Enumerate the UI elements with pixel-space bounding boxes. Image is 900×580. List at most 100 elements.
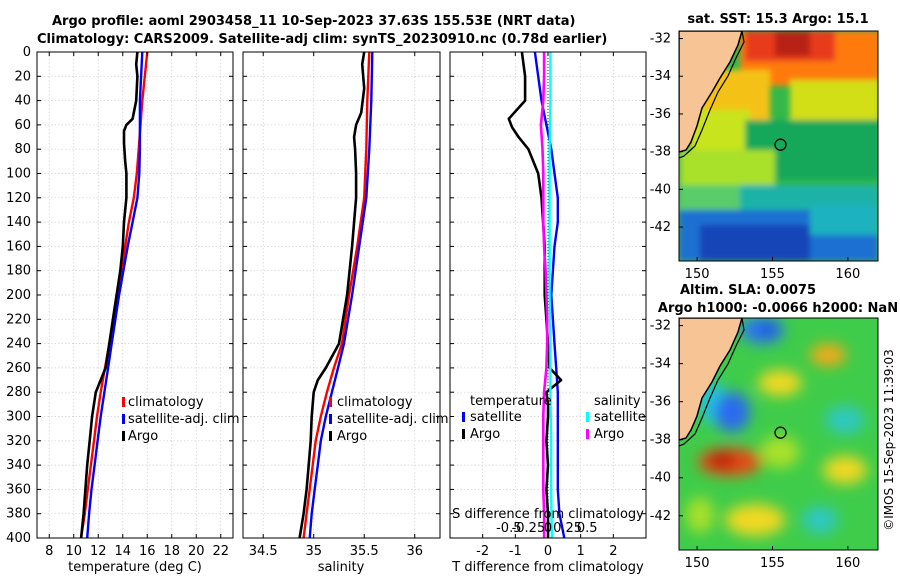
difference-top-label: S difference from climatology bbox=[452, 507, 644, 522]
y-tick-label: 220 bbox=[6, 312, 31, 327]
temperature-grid bbox=[37, 51, 233, 539]
map-y-tick-label: -32 bbox=[650, 32, 671, 47]
map-y-tick-label: -34 bbox=[650, 357, 671, 372]
legend-t-argo-label: Argo bbox=[470, 427, 500, 442]
sst-argo-position-marker bbox=[774, 138, 787, 151]
temperature-panel: 0 20 40 60 80 100 120 140 160 180 200 220 240 260 280 3… bbox=[6, 45, 239, 575]
sla-argo-position-marker bbox=[774, 426, 787, 439]
legend-argo-swatch bbox=[329, 431, 332, 441]
legend-satellite-label: satellite-adj. clim bbox=[337, 412, 449, 427]
map-y-tick-label: -40 bbox=[650, 471, 671, 486]
x-tick-label: 12 bbox=[90, 544, 107, 559]
legend-satellite-swatch bbox=[122, 414, 125, 424]
map-y-tick-label: -38 bbox=[650, 433, 671, 448]
x-tick-label: 10 bbox=[65, 544, 82, 559]
y-tick-label: 280 bbox=[6, 385, 31, 400]
legend-climatology-swatch bbox=[122, 397, 125, 407]
temperature-xlabel: temperature (deg C) bbox=[68, 560, 202, 575]
legend-salinity-heading: salinity bbox=[594, 394, 641, 409]
legend-argo-label: Argo bbox=[128, 429, 158, 444]
salinity-xlabel: salinity bbox=[318, 560, 365, 575]
y-tick-label: 100 bbox=[6, 167, 31, 182]
y-tick-label: 120 bbox=[6, 191, 31, 206]
y-tick-label: 80 bbox=[14, 142, 31, 157]
difference-legend-salinity: salinity satellite Argo bbox=[586, 394, 646, 442]
legend-climatology-label: climatology bbox=[337, 395, 413, 410]
y-tick-label: 380 bbox=[6, 507, 31, 522]
series-line-t-satellite bbox=[533, 51, 566, 539]
x-tick-label: 2 bbox=[609, 544, 617, 559]
y-tick-label: 180 bbox=[6, 264, 31, 279]
map-y-tick-label: -32 bbox=[650, 319, 671, 334]
series-line-satellite-adj-clim bbox=[86, 51, 144, 539]
map-y-tick-label: -42 bbox=[650, 509, 671, 524]
y-tick-label: 20 bbox=[14, 69, 31, 84]
x-tick-label: 18 bbox=[163, 544, 180, 559]
x-tick-label: -1 bbox=[509, 544, 522, 559]
sla-coastline bbox=[679, 318, 743, 441]
legend-t-satellite-swatch bbox=[462, 412, 465, 422]
x-tick-label: 22 bbox=[212, 544, 229, 559]
map-x-tick-label: 150 bbox=[685, 267, 710, 282]
series-line-s-satellite bbox=[548, 52, 554, 539]
map-y-tick-label: -38 bbox=[650, 145, 671, 160]
map-y-tick-label: -36 bbox=[650, 395, 671, 410]
legend-satellite-swatch bbox=[329, 414, 332, 424]
y-tick-label: 300 bbox=[6, 410, 31, 425]
legend-argo-label: Argo bbox=[337, 429, 367, 444]
series-line-climatology bbox=[302, 51, 371, 539]
secondary-x-tick-label: 0.25 bbox=[553, 521, 582, 536]
x-tick-label: 20 bbox=[188, 544, 205, 559]
figure-title-line1: Argo profile: aoml 2903458_11 10-Sep-202… bbox=[52, 14, 576, 29]
imos-watermark: ©IMOS 15-Sep-2023 11:39:03 bbox=[882, 349, 896, 531]
sla-field bbox=[679, 318, 878, 550]
difference-panel: -2 -1 0 1 2-0.5-0.250 0.250.5 T difference fr… bbox=[449, 51, 647, 575]
sla-map-frame bbox=[678, 317, 879, 551]
legend-temperature-heading: temperature bbox=[470, 394, 552, 409]
legend-s-satellite-swatch bbox=[586, 412, 589, 422]
legend-argo-swatch bbox=[122, 431, 125, 441]
difference-xlabel: T difference from climatology bbox=[451, 560, 644, 575]
map-x-tick-label: 160 bbox=[835, 267, 860, 282]
y-tick-label: 0 bbox=[23, 45, 31, 60]
series-line-argo bbox=[298, 51, 366, 539]
y-tick-label: 360 bbox=[6, 482, 31, 497]
sla-map-title-line2: Argo h1000: -0.0066 h2000: NaN bbox=[658, 301, 898, 316]
map-y-tick-label: -34 bbox=[650, 69, 671, 84]
sla-map-title-line1: Altim. SLA: 0.0075 bbox=[680, 283, 816, 298]
map-x-tick-label: 155 bbox=[760, 267, 785, 282]
y-tick-label: 240 bbox=[6, 337, 31, 352]
sst-map: sat. SST: 15.3 Argo: 15.1 bbox=[650, 12, 879, 282]
x-tick-label: -2 bbox=[476, 544, 489, 559]
sst-map-title: sat. SST: 15.3 Argo: 15.1 bbox=[687, 12, 868, 27]
x-tick-label: 8 bbox=[45, 544, 53, 559]
series-line-satellite-adj-clim bbox=[308, 51, 374, 539]
map-y-tick-label: -42 bbox=[650, 220, 671, 235]
x-tick-label: 0 bbox=[544, 544, 552, 559]
x-tick-label: 35 bbox=[305, 544, 322, 559]
y-tick-label: 340 bbox=[6, 458, 31, 473]
salinity-panel: 34.5 35 35.5 36 salinity climatology satell… bbox=[242, 51, 449, 575]
secondary-x-tick-label: -0.25 bbox=[512, 521, 546, 536]
secondary-x-tick-label: -0.5 bbox=[496, 521, 521, 536]
y-tick-label: 320 bbox=[6, 434, 31, 449]
legend-s-argo-swatch bbox=[586, 429, 589, 439]
y-tick-label: 160 bbox=[6, 239, 31, 254]
sla-map: Altim. SLA: 0.0075 Argo h1000: -0.0066 h… bbox=[650, 283, 898, 571]
legend-s-satellite-label: satellite bbox=[594, 410, 646, 425]
legend-climatology-swatch bbox=[329, 397, 332, 407]
legend-t-argo-swatch bbox=[462, 429, 465, 439]
y-tick-label: 60 bbox=[14, 118, 31, 133]
x-tick-label: 16 bbox=[139, 544, 156, 559]
difference-legend-temperature: temperature satellite Argo bbox=[462, 394, 552, 442]
series-line-t-argo bbox=[507, 51, 563, 538]
secondary-x-tick-label: 0 bbox=[544, 521, 552, 536]
salinity-legend: climatology satellite-adj. clim Argo bbox=[329, 395, 449, 444]
y-tick-label: 140 bbox=[6, 215, 31, 230]
x-tick-label: 34.5 bbox=[249, 544, 278, 559]
x-tick-label: 1 bbox=[577, 544, 585, 559]
salinity-grid bbox=[243, 51, 440, 539]
series-line-s-argo bbox=[539, 52, 549, 538]
x-tick-label: 35.5 bbox=[350, 544, 379, 559]
